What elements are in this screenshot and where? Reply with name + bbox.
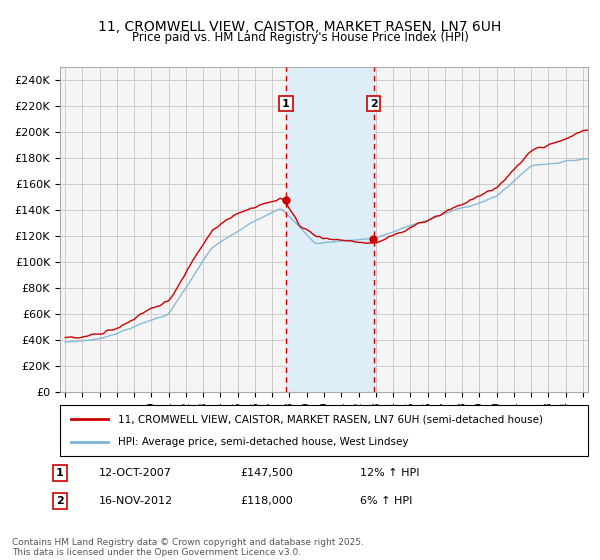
Text: 1: 1 [282,99,290,109]
FancyBboxPatch shape [60,405,588,456]
Text: 12% ↑ HPI: 12% ↑ HPI [360,468,419,478]
Text: 12-OCT-2007: 12-OCT-2007 [99,468,172,478]
Text: 6% ↑ HPI: 6% ↑ HPI [360,496,412,506]
Text: 1: 1 [56,468,64,478]
Text: 11, CROMWELL VIEW, CAISTOR, MARKET RASEN, LN7 6UH (semi-detached house): 11, CROMWELL VIEW, CAISTOR, MARKET RASEN… [118,414,543,424]
Text: 2: 2 [56,496,64,506]
Text: Price paid vs. HM Land Registry's House Price Index (HPI): Price paid vs. HM Land Registry's House … [131,31,469,44]
Text: £118,000: £118,000 [240,496,293,506]
Text: Contains HM Land Registry data © Crown copyright and database right 2025.
This d: Contains HM Land Registry data © Crown c… [12,538,364,557]
Text: 16-NOV-2012: 16-NOV-2012 [99,496,173,506]
Text: 2: 2 [370,99,377,109]
Text: HPI: Average price, semi-detached house, West Lindsey: HPI: Average price, semi-detached house,… [118,437,409,447]
Bar [286,67,374,392]
Text: £147,500: £147,500 [240,468,293,478]
Text: 11, CROMWELL VIEW, CAISTOR, MARKET RASEN, LN7 6UH: 11, CROMWELL VIEW, CAISTOR, MARKET RASEN… [98,20,502,34]
